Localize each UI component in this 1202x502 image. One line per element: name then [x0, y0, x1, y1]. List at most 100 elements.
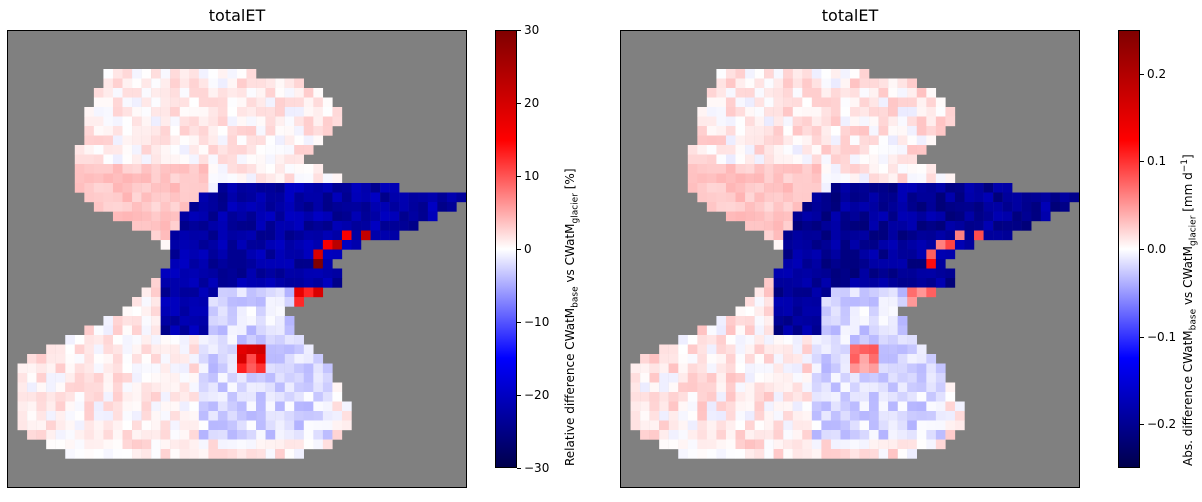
colorbar-tick-label: −10 [524, 315, 550, 329]
heatmap-cell [256, 297, 266, 307]
heatmap-cell [907, 183, 917, 193]
heatmap-cell [897, 449, 908, 459]
heatmap-cell [380, 211, 390, 222]
heatmap-cell [716, 126, 727, 136]
heatmap-cell [179, 135, 190, 146]
heatmap-cell [878, 392, 889, 402]
heatmap-cell [764, 97, 774, 108]
heatmap-cell [198, 221, 209, 231]
heatmap-cell [802, 154, 813, 165]
heatmap-cell [888, 259, 898, 269]
heatmap-cell [840, 164, 851, 174]
heatmap-cell [840, 154, 851, 165]
heatmap-cell [821, 306, 832, 317]
heatmap-cell [830, 211, 841, 222]
heatmap-cell [754, 335, 765, 345]
heatmap-cell [237, 116, 247, 127]
heatmap-cell [974, 230, 984, 241]
heatmap-cell [179, 449, 190, 459]
heatmap-cell [850, 392, 860, 402]
heatmap-cell [859, 344, 870, 355]
heatmap-cell [112, 78, 123, 89]
heatmap-cell [46, 401, 56, 412]
heatmap-cell [132, 154, 142, 165]
heatmap-cell [237, 449, 247, 459]
heatmap-cell [897, 97, 908, 108]
heatmap-cell [227, 382, 238, 393]
heatmap-cell [84, 411, 95, 421]
heatmap-cell [284, 354, 295, 364]
heatmap-cell [935, 259, 946, 269]
heatmap-cell [227, 411, 238, 421]
heatmap-cell [341, 240, 352, 250]
heatmap-cell [237, 183, 247, 193]
heatmap-cell [227, 107, 238, 117]
heatmap-cell [151, 325, 161, 336]
heatmap-cell [265, 325, 276, 336]
heatmap-cell [811, 135, 822, 146]
heatmap-cell [821, 202, 832, 212]
heatmap-cell [208, 78, 219, 89]
colorbar-tick-label: 0.2 [1147, 67, 1167, 81]
heatmap-cell [802, 164, 813, 174]
heatmap-cell [313, 173, 324, 184]
heatmap-cell [65, 335, 75, 345]
heatmap-cell [821, 154, 832, 165]
heatmap-cell [284, 249, 295, 260]
heatmap-cell [1050, 192, 1061, 203]
heatmap-cell [659, 411, 669, 421]
heatmap-cell [907, 373, 917, 383]
heatmap-cell [735, 430, 746, 440]
heatmap-cell [189, 449, 200, 459]
heatmap-cell [380, 230, 390, 241]
heatmap-cell [246, 211, 257, 222]
heatmap-cell [716, 382, 727, 393]
heatmap-cell [341, 211, 352, 222]
heatmap-cell [55, 411, 66, 421]
heatmap-cell [237, 401, 247, 412]
heatmap-cell [811, 230, 822, 241]
heatmap-cell [217, 126, 228, 136]
heatmap-cell [878, 363, 889, 374]
heatmap-cell [792, 430, 803, 440]
heatmap-cell [84, 430, 95, 440]
heatmap-cell [179, 211, 190, 222]
heatmap-cell [313, 221, 324, 231]
heatmap-cell [840, 420, 851, 431]
heatmap-cell [850, 325, 860, 336]
heatmap-cell [208, 116, 219, 127]
heatmap-cell [132, 420, 142, 431]
heatmap-cell [859, 354, 870, 364]
colorbar-tick-mark [517, 249, 521, 250]
heatmap-cell [745, 211, 755, 222]
heatmap-cell [141, 221, 152, 231]
heatmap-cell [725, 183, 736, 193]
heatmap-cell [697, 401, 708, 412]
heatmap-cell [294, 354, 304, 364]
heatmap-cell [141, 116, 152, 127]
heatmap-cell [792, 354, 803, 364]
heatmap-cell [84, 183, 95, 193]
heatmap-cell [754, 382, 765, 393]
heatmap-cell [926, 287, 937, 298]
heatmap-cell [103, 97, 114, 108]
heatmap-cell [27, 363, 37, 374]
heatmap-cell [313, 164, 324, 174]
heatmap-cell [869, 335, 879, 345]
heatmap-cell [55, 363, 66, 374]
heatmap-cell [112, 373, 123, 383]
heatmap-cell [754, 116, 765, 127]
heatmap-cell [265, 306, 276, 317]
heatmap-cell [294, 211, 304, 222]
heatmap-cell [208, 230, 219, 241]
heatmap-cell [17, 401, 28, 412]
heatmap-cell [859, 183, 870, 193]
heatmap-cell [179, 420, 190, 431]
heatmap-cell [974, 202, 984, 212]
heatmap-cell [840, 202, 851, 212]
heatmap-cell [678, 354, 688, 364]
heatmap-cell [74, 392, 85, 402]
heatmap-cell [265, 173, 276, 184]
heatmap-cell [284, 287, 295, 298]
heatmap-cell [198, 97, 209, 108]
